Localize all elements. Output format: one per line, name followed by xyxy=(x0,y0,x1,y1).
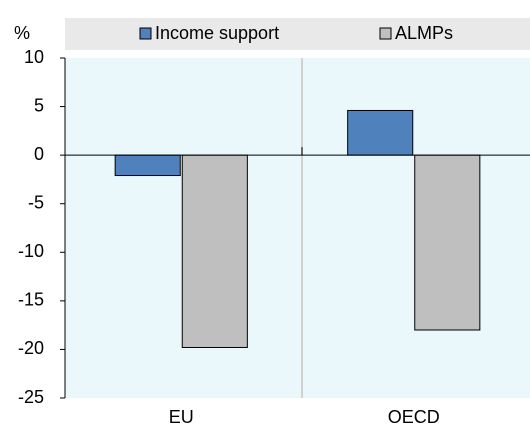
y-tick-label: 5 xyxy=(34,95,44,115)
y-tick-label: 0 xyxy=(34,144,44,164)
bar xyxy=(114,154,181,177)
legend-label: Income support xyxy=(155,23,279,43)
y-tick-label: -5 xyxy=(28,192,44,212)
legend-swatch xyxy=(139,27,152,40)
y-tick-label: 10 xyxy=(24,47,44,67)
bar xyxy=(181,154,248,348)
y-tick-label: -10 xyxy=(18,241,44,261)
legend-swatch xyxy=(379,27,392,40)
x-tick-label: OECD xyxy=(388,407,440,427)
y-axis-label: % xyxy=(14,23,30,43)
bar xyxy=(414,154,481,331)
y-tick-label: -15 xyxy=(18,290,44,310)
x-tick-label: EU xyxy=(169,407,194,427)
legend-background xyxy=(65,18,530,50)
bar xyxy=(347,109,414,156)
y-tick-label: -25 xyxy=(18,387,44,407)
y-tick-label: -20 xyxy=(18,338,44,358)
legend-label: ALMPs xyxy=(395,23,453,43)
